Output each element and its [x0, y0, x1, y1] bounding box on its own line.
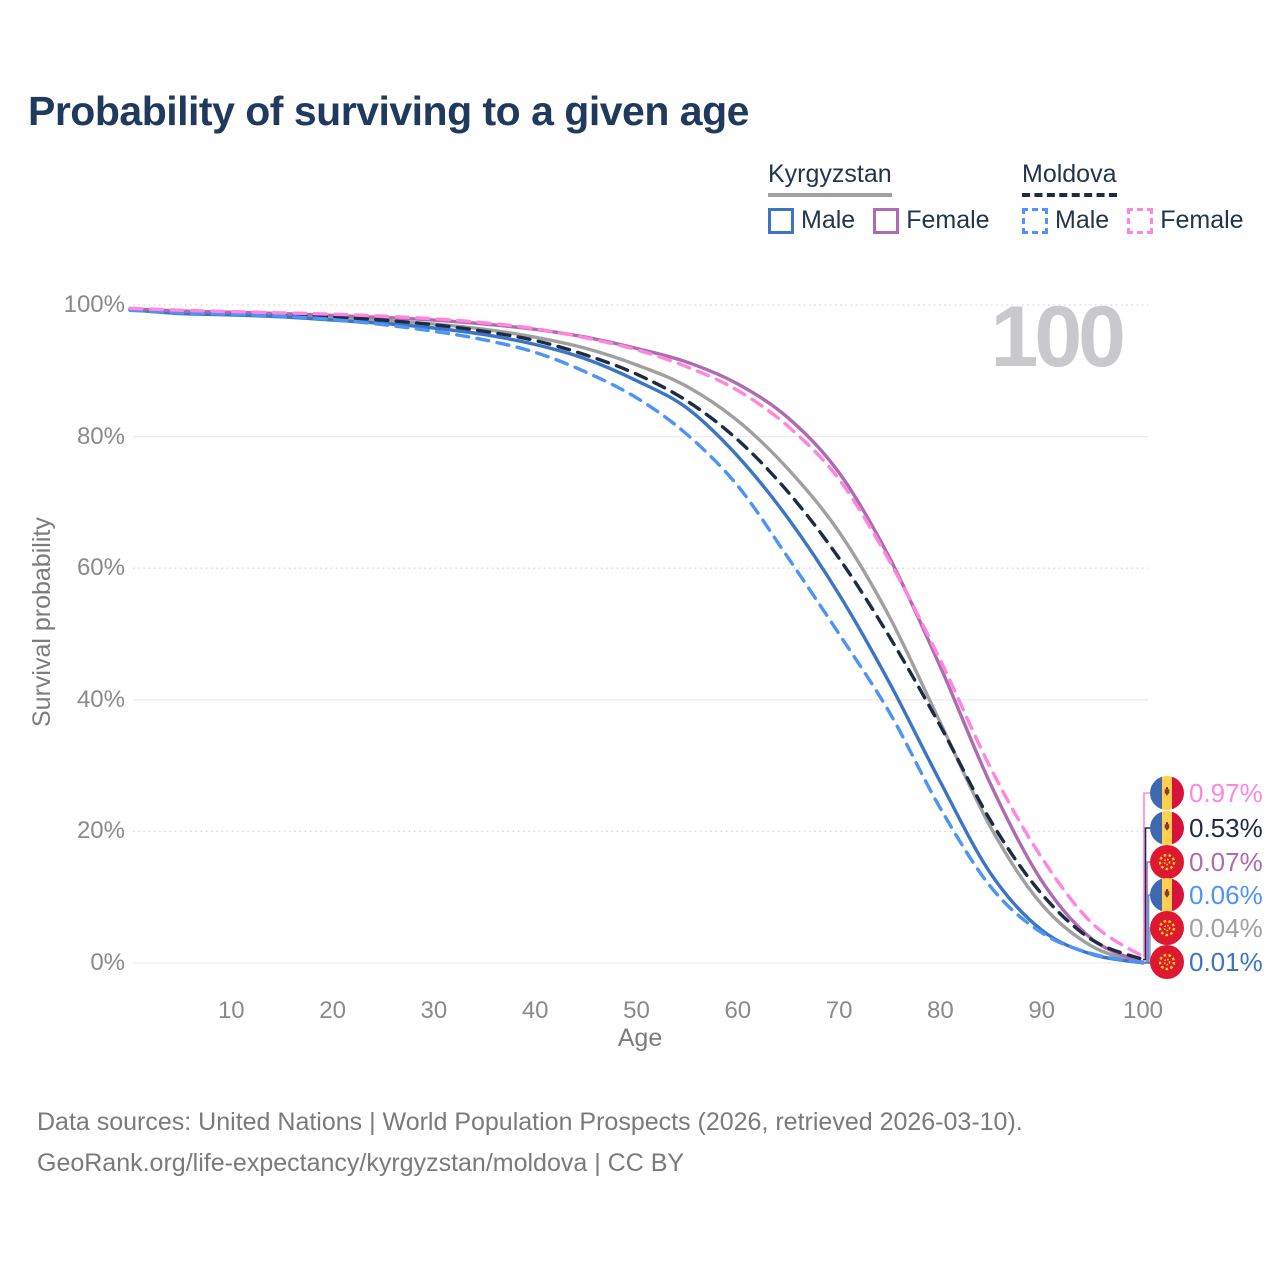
footer: Data sources: United Nations | World Pop… [37, 1102, 1023, 1184]
end-label-value: 0.06% [1189, 880, 1263, 910]
legend-item-label: Female [1160, 206, 1244, 234]
x-axis-tick-label: 90 [1028, 997, 1056, 1024]
series-line-md_male[interactable] [128, 308, 1145, 965]
y-axis-tick-label: 60% [76, 554, 125, 582]
legend-group-kyrgyzstan: Kyrgyzstan Male Female [768, 160, 1008, 235]
legend-item-label: Female [906, 206, 990, 234]
footer-source-line: Data sources: United Nations | World Pop… [37, 1108, 1023, 1136]
series-line-kg_male[interactable] [128, 307, 1145, 965]
x-axis-tick-label: 100 [1122, 997, 1164, 1024]
y-axis-tick-label: 0% [90, 949, 125, 976]
flag-icon-kyrgyzstan [1150, 845, 1184, 879]
legend-item-moldova-female[interactable]: Female [1127, 206, 1244, 235]
legend-group-name: Moldova [1022, 160, 1117, 197]
end-label-row-kg_total: 0.04% [1150, 910, 1263, 946]
legend-item-label: Male [1055, 206, 1110, 234]
legend-swatch [1022, 207, 1048, 234]
y-axis-title: Survival probability [28, 517, 56, 728]
end-label-row-kg_female: 0.07% [1150, 844, 1263, 880]
legend-swatch [873, 207, 900, 234]
legend-item-label: Male [801, 206, 856, 234]
x-axis-title: Age [617, 1024, 663, 1052]
end-label-value: 0.04% [1189, 913, 1263, 943]
age-watermark: 100 [990, 289, 1127, 385]
series-line-kg_female[interactable] [128, 307, 1145, 965]
end-label-row-md_total: 0.53% [1150, 810, 1263, 846]
flag-icon-moldova [1150, 878, 1184, 912]
legend-items-row: Male Female [768, 206, 1008, 235]
legend-swatch [768, 207, 794, 234]
flag-icon-kyrgyzstan [1150, 945, 1184, 979]
flag-icon-moldova [1150, 811, 1184, 845]
series-line-md_total[interactable] [128, 307, 1145, 962]
x-axis-tick-label: 80 [927, 997, 954, 1024]
y-axis-tick-label: 40% [76, 685, 125, 713]
end-label-value: 0.97% [1189, 778, 1263, 808]
footer-url-line: GeoRank.org/life-expectancy/kyrgyzstan/m… [37, 1149, 685, 1177]
end-label-value: 0.53% [1189, 813, 1263, 843]
legend-item-moldova-male[interactable]: Male [1022, 206, 1109, 235]
y-axis-tick-label: 100% [63, 291, 125, 318]
legend-item-kyrgyzstan-male[interactable]: Male [768, 206, 855, 235]
page-title: Probability of surviving to a given age [28, 88, 749, 134]
legend-group-name: Kyrgyzstan [768, 160, 892, 197]
legend-item-kyrgyzstan-female[interactable]: Female [873, 206, 990, 235]
x-axis-tick-label: 60 [724, 997, 752, 1024]
y-axis-tick-label: 20% [76, 817, 125, 845]
x-axis-tick-label: 10 [217, 997, 245, 1024]
y-axis-tick-label: 80% [76, 422, 125, 450]
end-label-value: 0.07% [1189, 847, 1263, 877]
flag-icon-moldova [1150, 776, 1184, 810]
x-axis-tick-label: 70 [825, 997, 853, 1024]
x-axis-tick-label: 30 [420, 997, 448, 1024]
end-label-row-md_male: 0.06% [1150, 877, 1263, 913]
x-axis-tick-label: 40 [521, 997, 549, 1024]
x-axis-tick-label: 50 [623, 997, 650, 1024]
legend-group-moldova: Moldova Male Female [1022, 160, 1262, 235]
legend-swatch [1127, 207, 1154, 234]
series-line-kg_total[interactable] [128, 307, 1145, 965]
series-line-md_female[interactable] [128, 306, 1145, 959]
flag-icon-kyrgyzstan [1150, 911, 1184, 945]
legend-items-row: Male Female [1022, 206, 1262, 235]
end-label-row-kg_male: 0.01% [1150, 944, 1263, 980]
end-label-value: 0.01% [1189, 947, 1263, 977]
end-label-row-md_female: 0.97% [1150, 775, 1263, 811]
x-axis-tick-label: 20 [319, 997, 346, 1024]
